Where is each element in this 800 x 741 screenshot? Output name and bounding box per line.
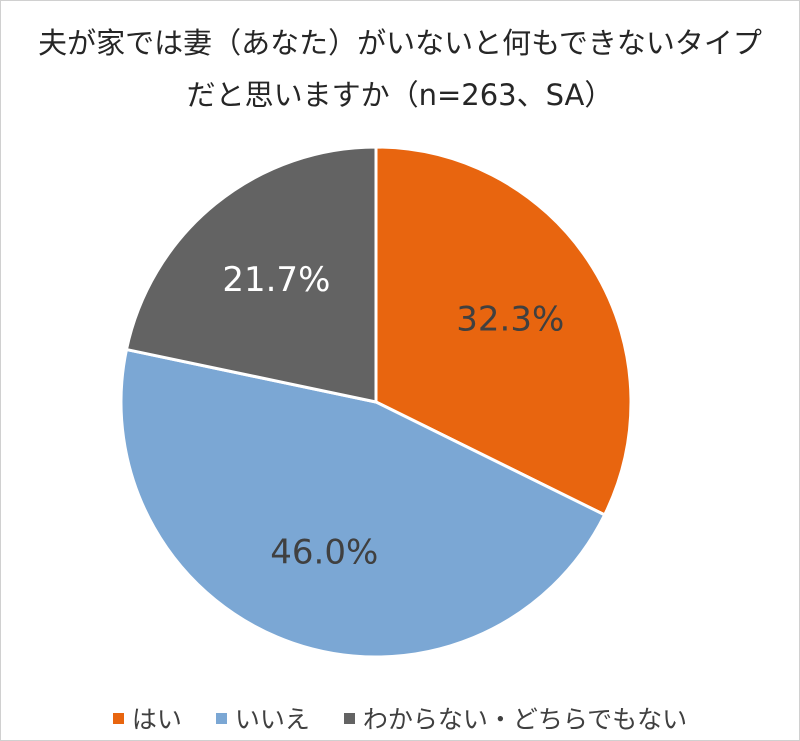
slice-unsure [124,145,378,404]
data-label: 46.0% [270,532,378,572]
legend-item-no: いいえ [215,700,310,736]
slice-yes [374,145,633,517]
legend-swatch [343,712,355,724]
legend-label: はい [131,705,182,734]
legend-label: いいえ [234,705,310,734]
slice-no [119,347,607,659]
chart-title-line-1: 夫が家では妻（あなた）がいないと何もできないタイプ [38,26,762,60]
legend: はい いいえ わからない・どちらでもない [0,700,800,736]
legend-label: わからない・どちらでもない [362,705,688,734]
legend-item-yes: はい [112,700,182,736]
chart-title-line-2: だと思いますか（n=263、SA） [186,78,614,112]
legend-item-unsure: わからない・どちらでもない [343,700,688,736]
legend-swatch [215,712,227,724]
data-label: 32.3% [456,300,564,340]
legend-swatch [112,712,124,724]
data-label: 21.7% [222,260,330,300]
